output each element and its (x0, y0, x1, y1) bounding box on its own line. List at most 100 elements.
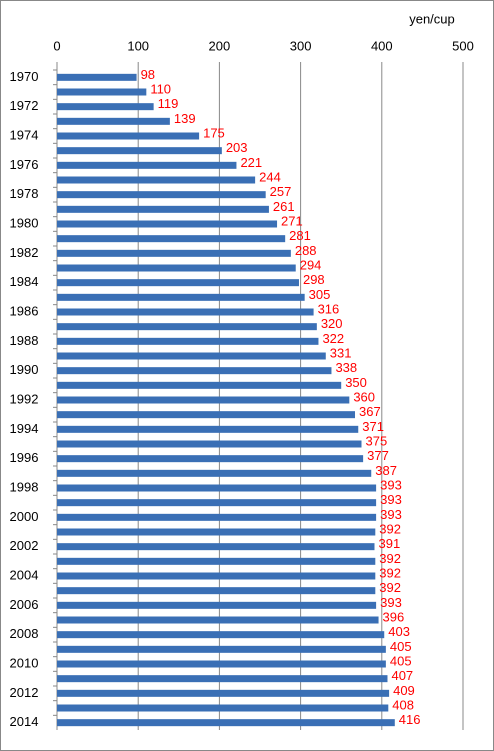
y-tick-label: 2000 (10, 509, 39, 524)
bar (57, 660, 386, 668)
bar (57, 147, 222, 155)
y-tick-label: 1996 (10, 450, 39, 465)
bar (57, 205, 269, 213)
value-label: 244 (259, 169, 281, 184)
value-label: 407 (391, 668, 413, 683)
value-label: 393 (380, 477, 402, 492)
bar (57, 103, 154, 111)
y-tick-label: 2012 (10, 685, 39, 700)
value-label: 316 (318, 301, 340, 316)
value-label: 392 (379, 551, 401, 566)
value-label: 98 (141, 67, 155, 82)
y-tick-label: 1972 (10, 98, 39, 113)
bar (57, 469, 372, 477)
bar (57, 675, 388, 683)
bar (57, 528, 376, 536)
value-label: 360 (353, 389, 375, 404)
value-label: 281 (289, 228, 311, 243)
bar (57, 425, 359, 433)
value-label: 221 (240, 155, 262, 170)
bar (57, 645, 386, 653)
bar (57, 132, 200, 140)
value-label: 110 (150, 81, 171, 96)
x-tick-label: 100 (127, 38, 149, 53)
bar (57, 220, 278, 228)
bar (57, 191, 266, 199)
bar (57, 396, 350, 404)
value-label: 371 (362, 419, 384, 434)
bar (57, 601, 377, 609)
bar (57, 499, 377, 507)
x-tick-label: 300 (290, 38, 312, 53)
bar (57, 367, 332, 375)
value-label: 405 (390, 653, 412, 668)
bar (57, 455, 364, 463)
value-label: 409 (393, 683, 415, 698)
value-label: 396 (383, 609, 405, 624)
y-tick-label: 1976 (10, 157, 39, 172)
value-label: 257 (270, 184, 292, 199)
value-label: 175 (203, 125, 225, 140)
y-tick-label: 2006 (10, 597, 39, 612)
bar (57, 557, 376, 565)
y-tick-label: 2004 (10, 567, 39, 582)
value-label: 408 (392, 697, 414, 712)
bar (57, 631, 385, 639)
value-label: 387 (375, 463, 397, 478)
y-tick-label: 1984 (10, 274, 39, 289)
bar (57, 381, 342, 389)
value-label: 298 (303, 272, 325, 287)
bar (57, 161, 237, 169)
value-label: 392 (379, 580, 401, 595)
bar (57, 88, 147, 96)
value-label: 294 (300, 257, 322, 272)
bar (57, 323, 317, 331)
bar (57, 572, 376, 580)
y-tick-label: 1982 (10, 245, 39, 260)
bar (57, 117, 170, 125)
x-tick-label: 200 (209, 38, 231, 53)
bar (57, 440, 362, 448)
value-label: 393 (380, 595, 402, 610)
bar (57, 176, 256, 184)
value-label: 119 (158, 96, 179, 111)
y-tick-label: 1988 (10, 333, 39, 348)
bar (57, 352, 326, 360)
bar (57, 249, 291, 257)
bar (57, 337, 319, 345)
value-label: 271 (281, 213, 303, 228)
bar (57, 513, 377, 521)
y-tick-label: 1994 (10, 421, 39, 436)
bar (57, 689, 390, 697)
value-label: 416 (399, 712, 421, 727)
value-label: 375 (366, 433, 388, 448)
value-label: 261 (273, 199, 295, 214)
y-tick-label: 1990 (10, 362, 39, 377)
x-tick-label: 0 (53, 38, 60, 53)
bar (57, 719, 395, 727)
bar (57, 293, 305, 301)
bar (57, 543, 375, 551)
y-tick-label: 2010 (10, 655, 39, 670)
bar (57, 308, 314, 316)
value-label: 405 (390, 639, 412, 654)
value-label: 203 (226, 140, 248, 155)
value-label: 331 (330, 345, 352, 360)
value-label: 320 (321, 316, 343, 331)
y-tick-label: 1974 (10, 127, 39, 142)
y-tick-label: 2008 (10, 626, 39, 641)
bar (57, 587, 376, 595)
x-axis-label: yen/cup (409, 11, 455, 26)
bar (57, 279, 299, 287)
value-label: 139 (174, 111, 196, 126)
value-label: 367 (359, 404, 381, 419)
y-tick-label: 1998 (10, 479, 39, 494)
x-tick-label: 400 (371, 38, 393, 53)
value-label: 393 (380, 492, 402, 507)
value-label: 391 (378, 536, 400, 551)
y-tick-label: 1986 (10, 303, 39, 318)
y-tick-label: 2014 (10, 714, 39, 729)
y-tick-label: 2002 (10, 538, 39, 553)
